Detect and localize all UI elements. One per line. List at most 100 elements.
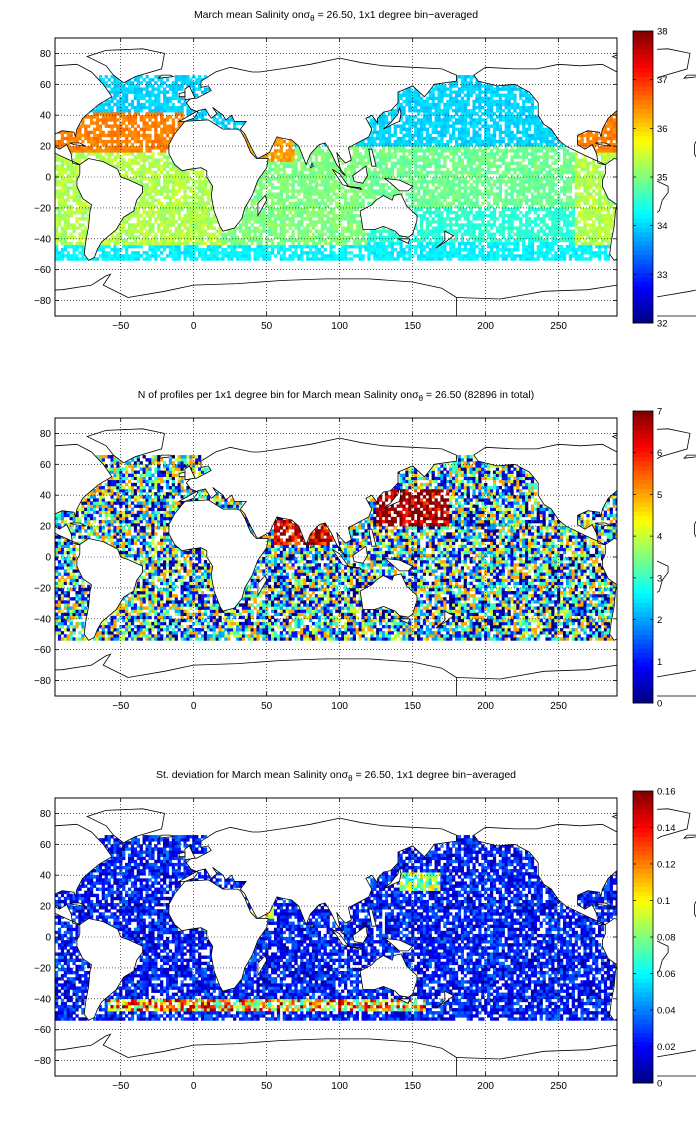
data-cell — [113, 155, 117, 159]
data-cell — [434, 189, 438, 193]
data-cell — [291, 161, 295, 165]
data-cell — [127, 139, 132, 144]
data-cell — [244, 241, 248, 246]
data-cell — [113, 238, 117, 243]
data-cell — [522, 149, 526, 153]
data-cell — [484, 146, 488, 150]
data-cell — [326, 167, 330, 172]
data-cell — [273, 195, 278, 199]
data-cell — [548, 167, 552, 172]
data-cell — [55, 207, 59, 212]
data-cell — [323, 192, 327, 196]
data-cell — [443, 244, 447, 249]
data-cell — [522, 238, 526, 243]
data-cell — [81, 139, 85, 144]
data-cell — [349, 235, 354, 240]
data-cell — [530, 226, 535, 230]
data-cell — [148, 257, 152, 261]
data-cell — [472, 235, 476, 240]
data-cell — [125, 136, 129, 141]
data-cell — [484, 149, 488, 153]
data-cell — [487, 257, 491, 261]
data-cell — [276, 136, 281, 141]
data-cell — [174, 207, 178, 212]
data-cell — [244, 251, 248, 255]
data-cell — [341, 210, 345, 215]
data-cell — [603, 220, 608, 224]
data-cell — [344, 189, 348, 193]
data-cell — [174, 248, 178, 252]
data-cell — [484, 158, 488, 162]
data-cell — [335, 217, 339, 221]
data-cell — [417, 164, 421, 169]
data-cell — [390, 161, 394, 165]
data-cell — [492, 201, 497, 206]
data-cell — [560, 201, 564, 206]
data-cell — [568, 152, 573, 156]
data-cell — [282, 229, 286, 233]
data-cell — [341, 232, 345, 236]
data-cell — [411, 170, 415, 175]
data-cell — [545, 254, 549, 258]
data-cell — [282, 201, 286, 206]
data-cell — [200, 207, 205, 212]
data-cell — [332, 198, 336, 203]
data-cell — [238, 229, 243, 233]
data-cell — [548, 248, 552, 252]
data-cell — [344, 173, 348, 178]
data-cell — [81, 217, 85, 221]
data-cell — [294, 238, 298, 243]
data-cell — [262, 220, 266, 224]
data-cell — [580, 257, 584, 261]
data-cell — [221, 238, 225, 243]
data-cell — [314, 220, 319, 224]
data-cell — [57, 173, 62, 178]
data-cell — [300, 186, 304, 190]
data-cell — [323, 232, 327, 236]
data-cell — [349, 183, 354, 187]
data-cell — [525, 248, 529, 252]
data-cell — [306, 201, 310, 206]
data-cell — [355, 164, 359, 169]
data-cell — [612, 210, 616, 215]
data-cell — [195, 248, 199, 252]
data-cell — [259, 235, 263, 240]
data-cell — [247, 214, 251, 218]
data-cell — [265, 235, 269, 240]
data-cell — [206, 217, 211, 221]
data-cell — [259, 214, 263, 218]
data-cell — [387, 136, 392, 141]
data-cell — [125, 173, 129, 178]
data-cell — [399, 155, 403, 159]
data-cell — [481, 155, 485, 159]
data-cell — [399, 241, 403, 246]
data-cell — [542, 241, 546, 246]
data-cell — [244, 248, 248, 252]
data-cell — [349, 180, 354, 184]
data-cell — [183, 198, 187, 203]
data-cell — [110, 149, 114, 153]
data-cell — [542, 136, 546, 141]
data-cell — [370, 235, 374, 240]
data-cell — [504, 149, 508, 153]
data-cell — [306, 214, 310, 218]
data-cell — [466, 161, 470, 165]
data-cell — [75, 155, 79, 159]
data-cell — [285, 248, 289, 252]
data-cell — [352, 189, 357, 193]
data-cell — [125, 244, 129, 249]
data-cell — [107, 241, 111, 246]
data-cell — [221, 235, 225, 240]
data-cell — [364, 248, 368, 252]
data-cell — [273, 223, 278, 227]
data-cell — [454, 183, 459, 187]
data-cell — [452, 229, 456, 233]
data-cell — [57, 254, 62, 258]
data-cell — [501, 226, 505, 230]
data-cell — [163, 130, 167, 135]
data-cell — [113, 248, 117, 252]
data-cell — [472, 136, 476, 141]
data-cell — [63, 198, 67, 203]
data-cell — [425, 217, 429, 221]
data-cell — [127, 177, 132, 181]
